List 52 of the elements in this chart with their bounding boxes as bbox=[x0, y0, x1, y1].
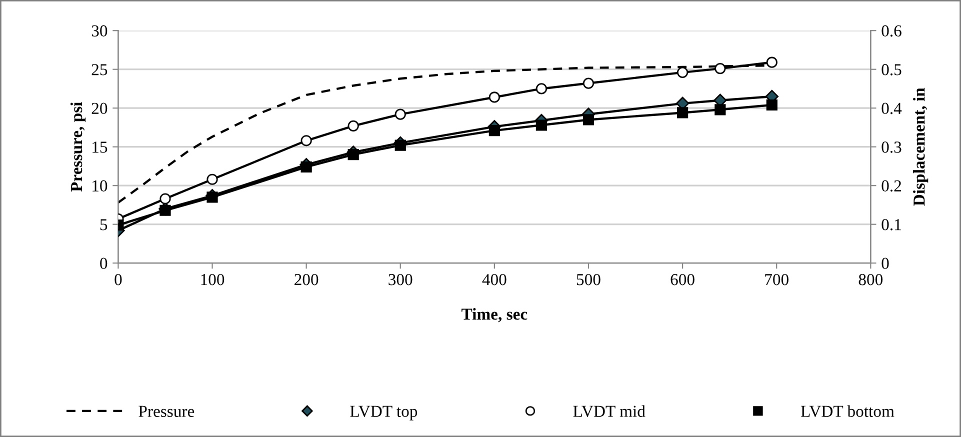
legend-label: LVDT mid bbox=[573, 405, 646, 418]
point bbox=[766, 56, 778, 68]
y-tick-label: 20 bbox=[92, 102, 108, 114]
x-tick-label: 600 bbox=[670, 274, 694, 286]
x-tick-label: 500 bbox=[576, 274, 600, 286]
y-tick-label: 0 bbox=[100, 258, 108, 270]
point bbox=[676, 107, 688, 118]
point bbox=[488, 125, 500, 136]
point bbox=[206, 174, 218, 185]
point bbox=[714, 104, 726, 116]
point bbox=[676, 66, 688, 78]
y2-tick-label: 0.2 bbox=[882, 180, 901, 192]
point bbox=[582, 78, 594, 89]
y2-tick-label: 0.5 bbox=[882, 64, 902, 76]
point bbox=[206, 192, 218, 203]
x-tick-label: 700 bbox=[765, 274, 788, 286]
y2-tick-label: 0 bbox=[882, 258, 889, 270]
point bbox=[300, 161, 312, 173]
y-tick-label: 5 bbox=[100, 219, 108, 230]
x-tick-label: 800 bbox=[858, 274, 883, 286]
x-tick-label: 300 bbox=[388, 274, 412, 286]
point bbox=[536, 83, 548, 94]
point bbox=[488, 92, 500, 103]
point bbox=[394, 108, 406, 120]
point bbox=[394, 140, 406, 151]
x-tick-label: 200 bbox=[294, 274, 318, 286]
x-tick-label: 0 bbox=[114, 274, 122, 286]
y-tick-label: 25 bbox=[92, 64, 108, 76]
y2-tick-label: 0.3 bbox=[882, 142, 902, 153]
point bbox=[536, 120, 548, 131]
point bbox=[160, 193, 171, 204]
point bbox=[582, 114, 594, 126]
x-axis-title: Time, sec bbox=[462, 308, 528, 322]
point bbox=[348, 149, 359, 160]
legend-label: Pressure bbox=[138, 406, 194, 417]
point bbox=[766, 99, 778, 111]
point bbox=[300, 135, 312, 146]
y-axis-title: Pressure, psi bbox=[70, 102, 86, 192]
y2-axis-title: Displacement, in bbox=[913, 88, 928, 206]
y-tick-label: 10 bbox=[92, 180, 108, 192]
y2-tick-label: 0.1 bbox=[882, 219, 901, 230]
legend-label: LVDT top bbox=[350, 406, 418, 420]
legend-label: LVDT bottom bbox=[800, 405, 894, 418]
point bbox=[160, 204, 171, 216]
y-tick-label: 30 bbox=[92, 25, 108, 37]
x-tick-label: 100 bbox=[201, 274, 224, 286]
y2-tick-label: 0.6 bbox=[882, 25, 902, 37]
point bbox=[348, 120, 359, 132]
point bbox=[714, 63, 726, 74]
y-tick-label: 15 bbox=[92, 142, 108, 153]
y2-tick-label: 0.4 bbox=[882, 102, 902, 114]
x-tick-label: 400 bbox=[482, 274, 506, 286]
